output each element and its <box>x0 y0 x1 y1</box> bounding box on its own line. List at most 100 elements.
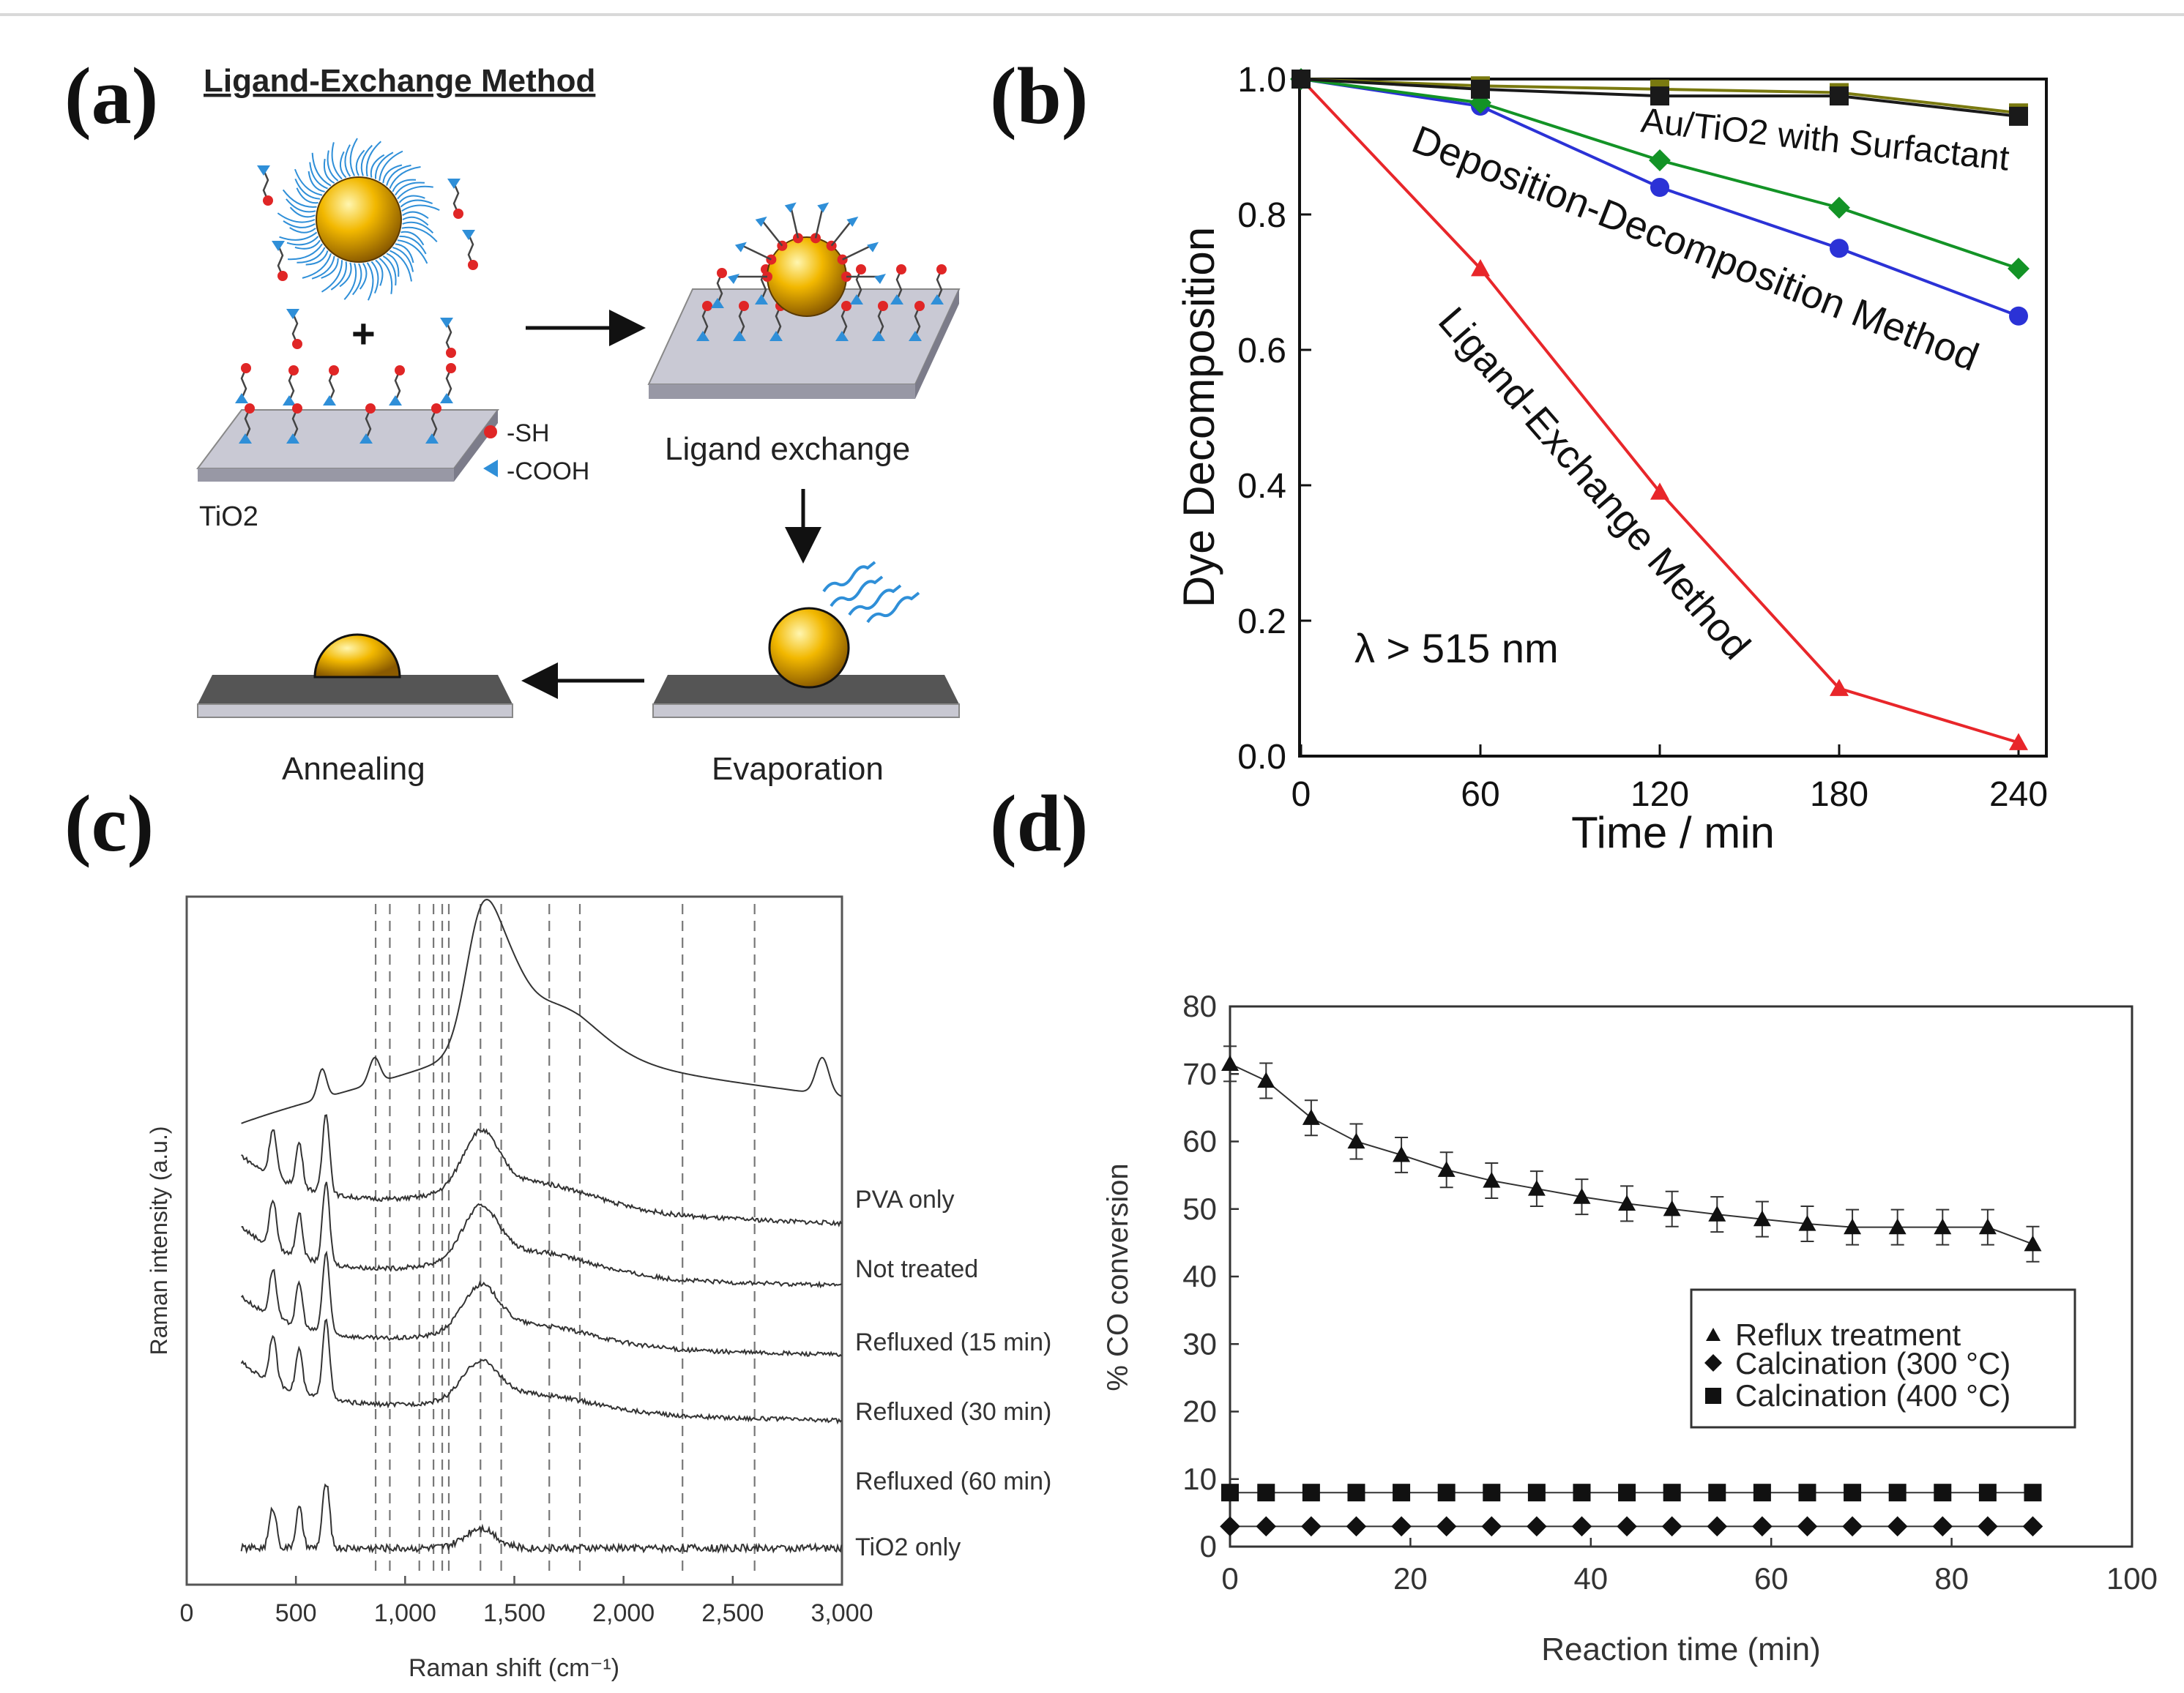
chart-d-xtick-label: 0 <box>1221 1561 1238 1596</box>
chart-c-xtick-label: 2,000 <box>592 1599 655 1627</box>
surfactant-chain <box>365 141 381 177</box>
chart-d-data-point <box>1347 1484 1365 1502</box>
carboxyl-group <box>272 241 285 251</box>
ligand-chain <box>789 205 800 239</box>
carboxyl-group <box>817 202 830 213</box>
carboxyl-group <box>286 433 299 444</box>
chart-b-ytick-label: 0.4 <box>1237 467 1286 506</box>
chart-d-ytick-label: 40 <box>1182 1259 1217 1293</box>
chart-d-xlabel: Reaction time (min) <box>1541 1632 1820 1667</box>
surfactant-chain <box>351 263 362 296</box>
evaporation-label: Evaporation <box>712 751 884 787</box>
substrate-1 <box>196 409 499 482</box>
carboxyl-group <box>239 433 252 444</box>
chart-b-ytick-label: 0.2 <box>1237 602 1286 641</box>
thiol-group <box>446 363 456 373</box>
carboxyl-group <box>909 331 922 341</box>
ligand-chain <box>262 169 269 201</box>
surfactant-chain <box>386 164 411 186</box>
surfactant-chain <box>379 258 393 294</box>
carboxyl-group <box>784 202 797 213</box>
surfactant-chain <box>370 261 379 294</box>
chart-d-data-point <box>1978 1484 1997 1502</box>
chart-c-series-label: PVA only <box>855 1186 954 1214</box>
chart-d-data-point <box>1753 1210 1771 1227</box>
chart-b-data-point <box>2009 106 2028 126</box>
chart-d-ytick-label: 10 <box>1182 1462 1217 1496</box>
substrate-2 <box>647 288 961 399</box>
chart-d-data-point <box>1483 1484 1501 1502</box>
thiol-group <box>277 271 288 281</box>
chart-d-xtick-label: 40 <box>1573 1561 1608 1596</box>
chart-d-legend-box <box>1690 1288 2076 1429</box>
surfactant-chain <box>395 182 425 196</box>
chart-b-ytick-label: 0.0 <box>1237 738 1286 777</box>
thiol-group <box>446 348 456 358</box>
carboxyl-group <box>711 298 724 308</box>
ligand-chain <box>775 305 782 337</box>
surfactant-chain <box>294 178 321 200</box>
carboxyl-group <box>733 331 746 341</box>
chart-d-data-point <box>1618 1484 1636 1502</box>
ligand-chain <box>431 408 438 440</box>
free-ligands <box>257 165 478 358</box>
surfactant-chain <box>392 247 414 272</box>
thiol-group <box>241 363 251 373</box>
chart-c-series-label: Not treated <box>855 1255 978 1283</box>
surfactant-chain <box>389 166 421 189</box>
carboxyl-group <box>931 294 944 304</box>
chart-d-data-point <box>1346 1516 1367 1537</box>
chart-c-xtick-label: 2,500 <box>701 1599 764 1627</box>
ligand-chain <box>877 305 884 337</box>
chart-d-ylabel: % CO conversion <box>1102 1163 1134 1391</box>
ligand-chain <box>855 269 862 301</box>
thiol-group <box>936 264 947 274</box>
annotation-surfactant: Au/TiO2 with Surfactant <box>1639 101 2011 179</box>
chart-d-xtick-label: 100 <box>2106 1561 2158 1596</box>
chart-d-ytick-label: 0 <box>1200 1529 1217 1563</box>
ligand-chain <box>244 408 251 440</box>
surfactant-nanoparticle <box>277 138 440 301</box>
chart-b-ytick-label: 0.8 <box>1237 196 1286 235</box>
chart-d-data-point <box>1220 1516 1240 1537</box>
chart-b-data-point <box>1830 239 1849 258</box>
annotation-wavelength: λ > 515 nm <box>1354 625 1559 671</box>
substrate-evaporation <box>652 675 960 718</box>
chart-c-series-label: Refluxed (30 min) <box>855 1398 1051 1426</box>
chart-d-data-point <box>1481 1516 1502 1537</box>
chart-d-data-point <box>1708 1206 1726 1222</box>
ligand-chain <box>394 370 401 402</box>
legend-square-icon <box>1705 1388 1721 1404</box>
surfactant-chain <box>343 263 357 300</box>
chart-b-data-point <box>1469 91 1491 114</box>
ligand-chain <box>291 408 299 440</box>
thiol-group <box>468 260 478 270</box>
surfactant-chain <box>382 164 403 184</box>
ligand-chain <box>842 244 873 261</box>
chart-d-data-point <box>1663 1200 1681 1217</box>
chart-d-xtick-label: 20 <box>1393 1561 1428 1596</box>
chart-d-data-point <box>1798 1484 1816 1502</box>
chart-d-series-line <box>1229 1063 2033 1245</box>
surfactant-chain <box>302 253 332 279</box>
chart-d-data-point <box>1797 1516 1818 1537</box>
thiol-group <box>292 403 302 414</box>
thiol-group <box>841 301 851 311</box>
panel-a-schematic: Ligand-Exchange Method + -SH -COOH TiO2 <box>196 63 961 787</box>
carboxyl-group <box>872 331 885 341</box>
chart-d-data-point <box>1844 1218 1862 1235</box>
chart-b-data-point <box>1471 79 1490 99</box>
chart-c-xtick-label: 1,500 <box>483 1599 545 1627</box>
chart-b-ytick-label: 1.0 <box>1237 61 1286 100</box>
carboxyl-group <box>359 433 373 444</box>
carboxyl-group <box>447 179 461 189</box>
surfactant-chain <box>321 260 343 293</box>
surfactant-chain <box>331 142 343 180</box>
surfactant-chain <box>305 250 329 266</box>
evaporation-waves-icon <box>822 561 920 624</box>
chart-d-data-point <box>1573 1484 1591 1502</box>
carboxyl-group <box>462 230 475 240</box>
surfactant-chain <box>297 247 326 264</box>
chart-b-data-point <box>1649 149 1671 171</box>
chart-d-data-point <box>1934 1218 1952 1235</box>
